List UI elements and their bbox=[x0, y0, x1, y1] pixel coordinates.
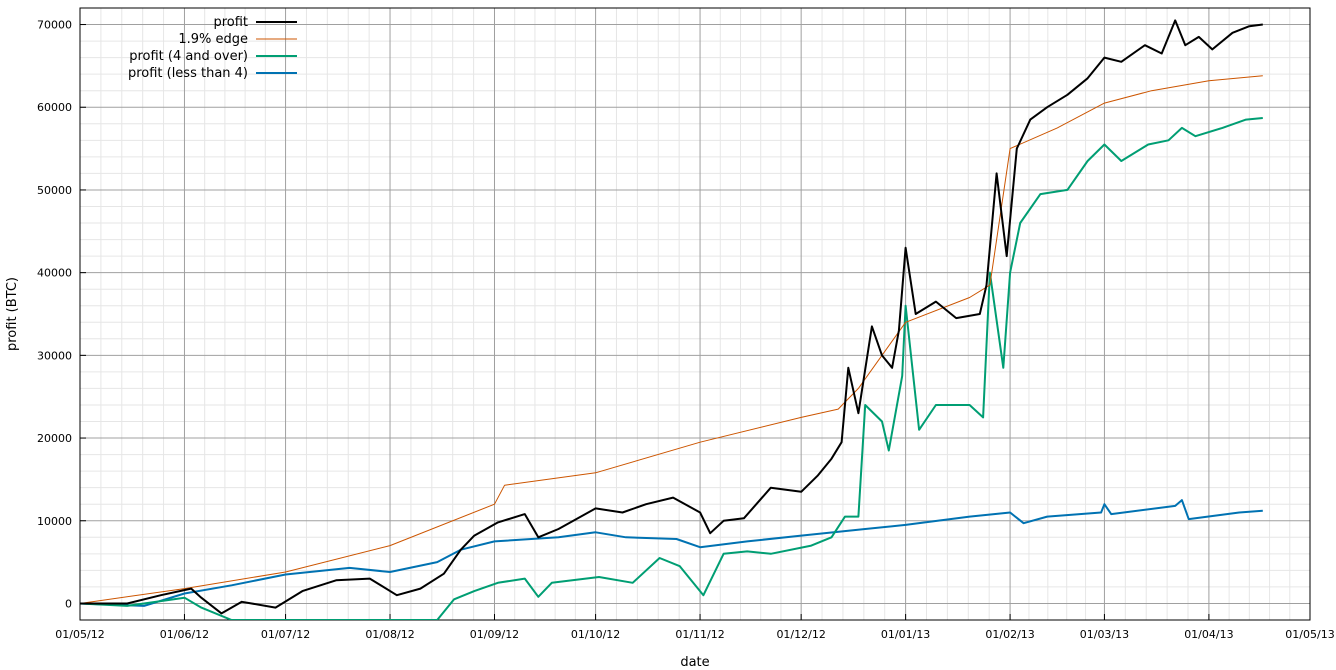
x-tick-label: 01/02/13 bbox=[985, 628, 1034, 641]
x-tick-label: 01/07/12 bbox=[261, 628, 310, 641]
x-tick-label: 01/09/12 bbox=[470, 628, 519, 641]
x-tick-label: 01/05/12 bbox=[55, 628, 104, 641]
y-tick-label: 70000 bbox=[37, 19, 72, 32]
x-tick-label: 01/11/12 bbox=[675, 628, 724, 641]
x-tick-label: 01/08/12 bbox=[365, 628, 414, 641]
legend: profit 1.9% edge profit (4 and over) profit… bbox=[128, 15, 297, 81]
minor-gridlines bbox=[80, 7, 1310, 621]
major-gridlines bbox=[80, 8, 1310, 620]
x-tick-label: 01/06/12 bbox=[160, 628, 209, 641]
legend-label: 1.9% edge bbox=[178, 32, 248, 47]
legend-label: profit (less than 4) bbox=[128, 66, 248, 81]
y-axis-ticks: 0 10000 20000 30000 40000 50000 60000 70000 bbox=[37, 19, 86, 610]
y-axis-title: profit (BTC) bbox=[5, 277, 20, 351]
x-tick-label: 01/12/12 bbox=[776, 628, 825, 641]
y-tick-label: 0 bbox=[65, 597, 72, 610]
series-line-profit bbox=[80, 19, 1263, 615]
series-line-profit-4-and-over- bbox=[80, 117, 1263, 620]
series-line-1-9-edge bbox=[80, 75, 1263, 604]
x-tick-label: 01/01/13 bbox=[881, 628, 930, 641]
x-tick-label: 01/10/12 bbox=[571, 628, 620, 641]
y-tick-label: 60000 bbox=[37, 101, 72, 114]
y-tick-label: 20000 bbox=[37, 432, 72, 445]
x-tick-label: 01/04/13 bbox=[1184, 628, 1233, 641]
y-tick-label: 30000 bbox=[37, 349, 72, 362]
plot-frame bbox=[79, 7, 1311, 621]
series-layer bbox=[80, 19, 1263, 620]
legend-label: profit (4 and over) bbox=[129, 49, 248, 64]
series-line-profit-less-than-4- bbox=[80, 499, 1263, 607]
y-tick-label: 50000 bbox=[37, 184, 72, 197]
x-axis-ticks: 01/05/12 01/06/12 01/07/12 01/08/12 01/09/12… bbox=[55, 614, 1335, 641]
x-tick-label: 01/03/13 bbox=[1080, 628, 1129, 641]
x-axis-title: date bbox=[680, 655, 709, 670]
legend-label: profit bbox=[213, 15, 248, 30]
y-tick-label: 40000 bbox=[37, 267, 72, 280]
y-tick-label: 10000 bbox=[37, 515, 72, 528]
x-tick-label: 01/05/13 bbox=[1285, 628, 1334, 641]
